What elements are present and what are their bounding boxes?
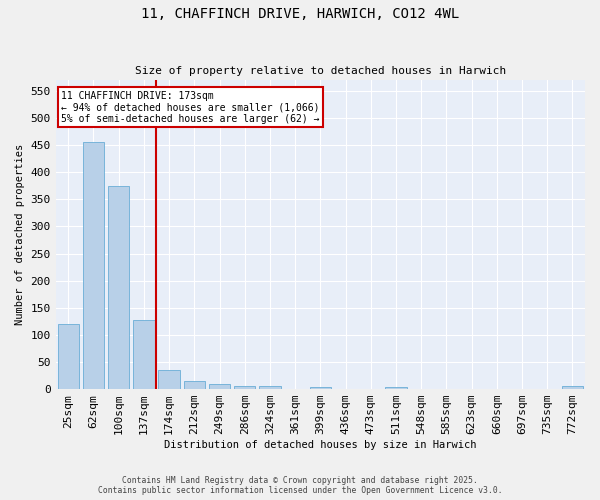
Text: 11, CHAFFINCH DRIVE, HARWICH, CO12 4WL: 11, CHAFFINCH DRIVE, HARWICH, CO12 4WL [141,8,459,22]
Title: Size of property relative to detached houses in Harwich: Size of property relative to detached ho… [135,66,506,76]
Y-axis label: Number of detached properties: Number of detached properties [15,144,25,325]
Bar [108,186,130,389]
Bar [209,384,230,389]
Bar [562,386,583,389]
Text: 11 CHAFFINCH DRIVE: 173sqm
← 94% of detached houses are smaller (1,066)
5% of se: 11 CHAFFINCH DRIVE: 173sqm ← 94% of deta… [61,91,319,124]
Bar [385,388,407,389]
Bar [158,370,180,389]
Bar [184,381,205,389]
Bar [133,320,155,389]
Bar [83,142,104,389]
Bar [259,386,281,389]
Bar [58,324,79,389]
Text: Contains HM Land Registry data © Crown copyright and database right 2025.
Contai: Contains HM Land Registry data © Crown c… [98,476,502,495]
X-axis label: Distribution of detached houses by size in Harwich: Distribution of detached houses by size … [164,440,476,450]
Bar [310,388,331,389]
Bar [234,386,256,389]
